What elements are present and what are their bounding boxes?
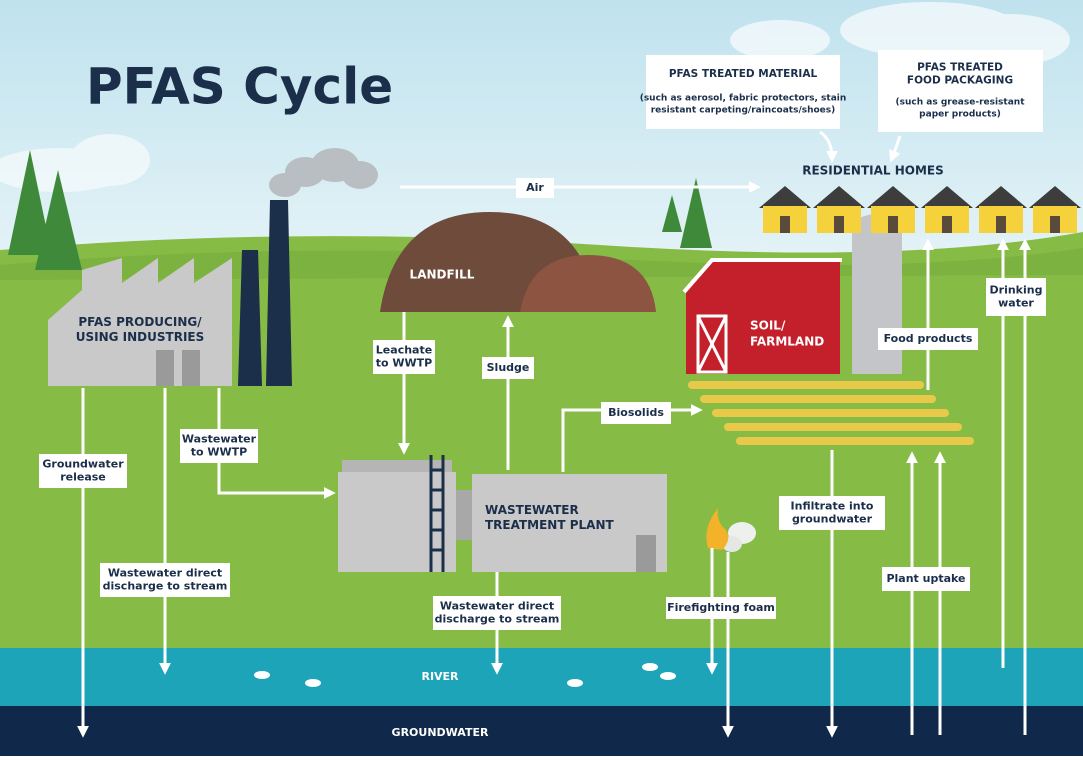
flow-label: Wastewater direct bbox=[440, 600, 554, 613]
house-door bbox=[1050, 216, 1060, 233]
callout-heading: PFAS TREATED MATERIAL bbox=[669, 68, 818, 80]
callout-detail: (such as aerosol, fabric protectors, sta… bbox=[640, 94, 847, 104]
wwtp-door bbox=[636, 535, 656, 572]
place-label: SOIL/ bbox=[750, 319, 786, 333]
factory-door bbox=[156, 350, 174, 386]
callout-box bbox=[646, 55, 840, 129]
house-door bbox=[996, 216, 1006, 233]
flow-label: water bbox=[998, 297, 1034, 310]
flow-label: to WWTP bbox=[376, 357, 432, 370]
flow-label: Sludge bbox=[487, 361, 530, 374]
house-door bbox=[888, 216, 898, 233]
place-label: LANDFILL bbox=[410, 268, 475, 282]
callout-heading: PFAS TREATED bbox=[917, 62, 1003, 74]
chimney bbox=[266, 200, 292, 386]
flow-label: Wastewater direct bbox=[108, 567, 222, 580]
flow-label: discharge to stream bbox=[435, 613, 560, 626]
flow-label: Biosolids bbox=[608, 406, 664, 419]
page: PFAS Cycle PFAS TREATED MATERIAL (such as… bbox=[0, 0, 1083, 756]
house-door bbox=[834, 216, 844, 233]
river bbox=[0, 648, 1083, 706]
flow-label: Groundwater bbox=[42, 458, 124, 471]
flow-label: Air bbox=[526, 181, 544, 194]
silo bbox=[852, 228, 902, 374]
flow-label: release bbox=[60, 471, 106, 484]
callout-detail: (such as grease-resistant bbox=[896, 98, 1026, 108]
flow-label: Plant uptake bbox=[886, 572, 965, 585]
flow-label: Wastewater bbox=[182, 433, 257, 446]
flow-label: to WWTP bbox=[191, 446, 247, 459]
pfas-diagram: PFAS Cycle PFAS TREATED MATERIAL (such as… bbox=[0, 0, 1083, 756]
wwtp-tank bbox=[338, 472, 456, 572]
place-label: WASTEWATER bbox=[485, 503, 579, 517]
place-label: USING INDUSTRIES bbox=[76, 330, 205, 344]
flow-label: Firefighting foam bbox=[667, 601, 775, 614]
house-door bbox=[780, 216, 790, 233]
chimney bbox=[238, 250, 262, 386]
title: PFAS Cycle bbox=[86, 58, 393, 116]
house-door bbox=[942, 216, 952, 233]
callout-heading: FOOD PACKAGING bbox=[907, 75, 1013, 87]
place-label: TREATMENT PLANT bbox=[485, 518, 614, 532]
place-label: PFAS PRODUCING/ bbox=[78, 315, 202, 329]
groundwater bbox=[0, 706, 1083, 756]
flow-label: Leachate bbox=[376, 344, 432, 357]
flow-label: Infiltrate into bbox=[791, 500, 874, 513]
flow-label: discharge to stream bbox=[103, 580, 228, 593]
place-label: FARMLAND bbox=[750, 335, 824, 349]
wwtp-pipe bbox=[456, 490, 472, 540]
callout-detail: paper products) bbox=[919, 110, 1001, 120]
place-label: RESIDENTIAL HOMES bbox=[802, 164, 944, 178]
place-label: GROUNDWATER bbox=[392, 726, 489, 739]
factory-door bbox=[182, 350, 200, 386]
flow-label: Food products bbox=[884, 332, 973, 345]
flow-label: groundwater bbox=[792, 513, 873, 526]
place-label: RIVER bbox=[421, 670, 459, 683]
callout-detail: resistant carpeting/raincoats/shoes) bbox=[651, 106, 836, 116]
flow-label: Drinking bbox=[990, 284, 1043, 297]
